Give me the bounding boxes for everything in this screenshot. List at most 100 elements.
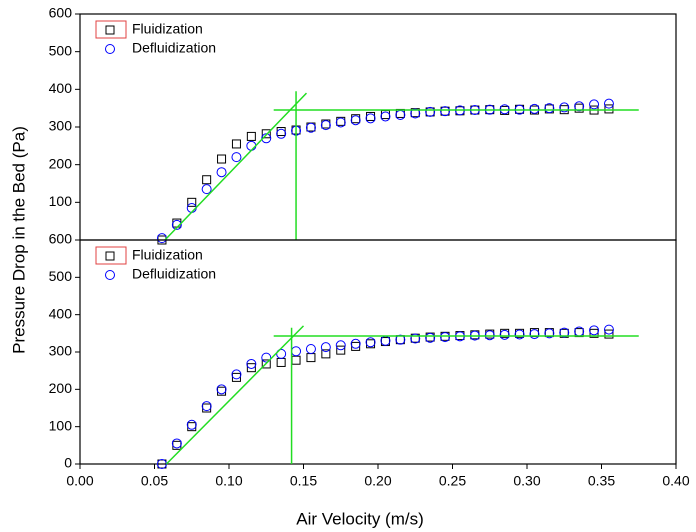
fit-line: [164, 92, 308, 241]
circle-marker: [246, 140, 257, 151]
circle-marker: [216, 384, 227, 395]
circle-marker: [410, 108, 421, 119]
circle-marker: [589, 325, 600, 336]
y-tick-label: 500: [49, 42, 73, 58]
circle-marker: [291, 346, 302, 357]
circle-marker: [559, 327, 570, 338]
y-tick-label: 400: [49, 80, 73, 96]
x-tick-label: 0.30: [513, 473, 540, 489]
circle-marker: [276, 128, 287, 139]
circle-marker: [231, 152, 242, 163]
circle-marker: [246, 358, 257, 369]
square-marker: [217, 154, 227, 164]
circle-marker: [440, 332, 451, 343]
circle-marker: [425, 106, 436, 117]
circle-marker: [305, 344, 316, 355]
circle-marker: [380, 111, 391, 122]
x-tick-label: 0.35: [588, 473, 615, 489]
y-tick-label: 400: [49, 305, 73, 321]
x-tick-label: 0.05: [141, 473, 168, 489]
square-marker: [604, 104, 614, 114]
y-tick-label: 300: [49, 343, 73, 359]
square-marker: [231, 139, 241, 149]
x-tick-label: 0.15: [290, 473, 317, 489]
legend-label: Fluidization: [132, 21, 203, 37]
square-marker: [440, 106, 450, 116]
circle-marker: [350, 338, 361, 349]
square-marker: [291, 355, 301, 365]
circle-marker: [440, 106, 451, 117]
circle-marker: [589, 99, 600, 110]
square-marker: [261, 129, 271, 139]
circle-marker: [335, 117, 346, 128]
circle-marker: [544, 328, 555, 339]
legend-highlight: [95, 20, 127, 39]
legend-marker: [105, 44, 115, 54]
square-marker: [276, 357, 286, 367]
legend-marker: [105, 25, 115, 35]
circle-marker: [201, 401, 212, 412]
circle-marker: [350, 115, 361, 126]
circle-marker: [305, 122, 316, 133]
square-marker: [202, 175, 212, 185]
circle-marker: [171, 219, 182, 230]
x-tick-label: 0.10: [215, 473, 242, 489]
circle-marker: [335, 340, 346, 351]
square-marker: [336, 345, 346, 355]
circle-marker: [529, 103, 540, 114]
x-tick-label: 0.20: [364, 473, 391, 489]
legend-marker: [105, 251, 115, 261]
circle-marker: [261, 352, 272, 363]
circle-marker: [499, 104, 510, 115]
square-marker: [321, 349, 331, 359]
legend-label: Fluidization: [132, 247, 203, 263]
square-marker: [425, 107, 435, 117]
y-tick-label: 300: [49, 118, 73, 134]
circle-marker: [365, 113, 376, 124]
circle-marker: [201, 184, 212, 195]
circle-marker: [499, 329, 510, 340]
circle-marker: [603, 324, 614, 335]
square-marker: [306, 353, 316, 363]
legend-highlight: [95, 246, 127, 265]
legend-label: Defluidization: [132, 266, 216, 282]
circle-marker: [425, 332, 436, 343]
x-axis-label: Air Velocity (m/s): [296, 509, 424, 528]
circle-marker: [559, 102, 570, 113]
x-tick-label: 0.00: [66, 473, 93, 489]
y-axis-label: Pressure Drop in the Bed (Pa): [9, 126, 28, 354]
y-tick-label: 200: [49, 155, 73, 171]
circle-marker: [320, 120, 331, 131]
square-marker: [395, 335, 405, 345]
square-marker: [261, 359, 271, 369]
y-tick-label: 100: [49, 417, 73, 433]
circle-marker: [216, 167, 227, 178]
circle-marker: [395, 109, 406, 120]
legend-label: Defluidization: [132, 40, 216, 56]
y-tick-label: 200: [49, 380, 73, 396]
circle-marker: [603, 98, 614, 109]
square-marker: [187, 197, 197, 207]
circle-marker: [186, 419, 197, 430]
x-tick-label: 0.40: [662, 473, 689, 489]
square-marker: [246, 363, 256, 373]
circle-marker: [410, 333, 421, 344]
y-tick-label: 0: [64, 455, 72, 471]
x-tick-label: 0.25: [439, 473, 466, 489]
circle-marker: [529, 329, 540, 340]
circle-marker: [320, 342, 331, 353]
circle-marker: [171, 438, 182, 449]
y-tick-label: 500: [49, 268, 73, 284]
square-marker: [246, 131, 256, 141]
square-marker: [604, 329, 614, 339]
circle-marker: [514, 329, 525, 340]
square-marker: [351, 341, 361, 351]
y-tick-label: 100: [49, 193, 73, 209]
legend-marker: [105, 270, 115, 280]
circle-marker: [365, 337, 376, 348]
y-tick-label: 600: [49, 5, 73, 21]
circle-marker: [231, 369, 242, 380]
fit-line: [165, 325, 305, 465]
